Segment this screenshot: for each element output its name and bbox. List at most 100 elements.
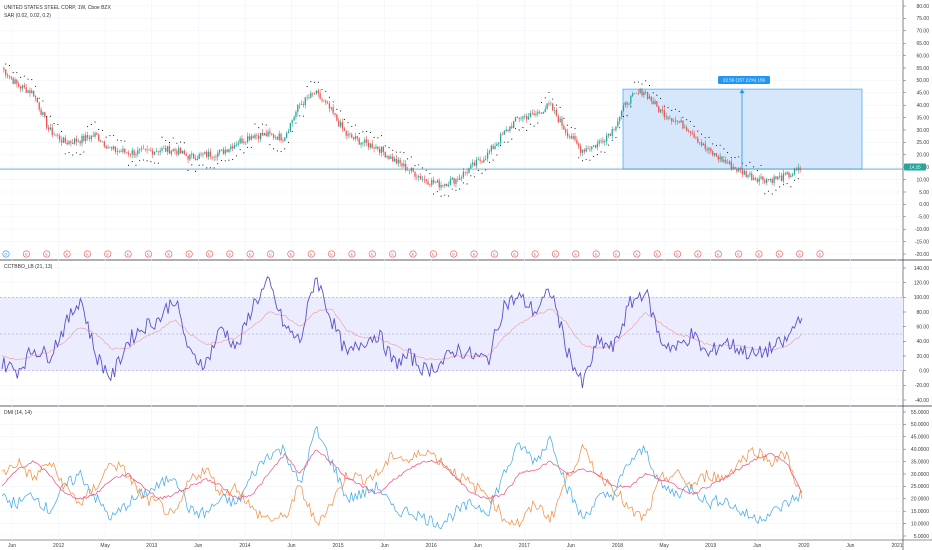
candle-body (120, 151, 122, 152)
event-marker-label: E (25, 252, 28, 257)
candle-body (477, 159, 479, 161)
sar-dot (187, 170, 189, 172)
dmi-title[interactable]: DMI (14, 14) (4, 410, 32, 416)
price-candles[interactable] (3, 66, 801, 191)
sar-dot (366, 130, 368, 133)
candle-body (620, 111, 623, 117)
sar-dot (637, 81, 639, 83)
candle-body (27, 90, 29, 93)
sar-dot (180, 141, 182, 143)
candle-body (756, 179, 758, 182)
sar-dot (105, 136, 107, 138)
candle-body (431, 179, 433, 185)
earnings-marker (450, 250, 458, 258)
candle-body (127, 152, 130, 155)
sar-legend[interactable]: SAR (0.02, 0.02, 0.2) (4, 13, 51, 19)
price-range-measure-box[interactable] (622, 88, 863, 170)
earnings-marker (83, 250, 91, 258)
candle-body (226, 149, 228, 153)
sar-dot (682, 116, 684, 118)
measure-tag[interactable] (718, 76, 770, 84)
candle-body (695, 137, 697, 139)
candle-body (639, 89, 641, 94)
candle-body (271, 133, 273, 135)
candle-body (230, 146, 232, 150)
candle-body (256, 135, 258, 136)
candle-body (31, 90, 33, 94)
candle-body (773, 176, 775, 183)
sar-dot (451, 188, 453, 190)
candle-body (392, 156, 394, 162)
sar-dot (198, 164, 200, 166)
candle-body (272, 134, 275, 138)
dmi-axis[interactable]: 55.0000 50.0000 45.0000 40.0000 35.0000 30.00… (903, 410, 929, 540)
candle-body (680, 120, 682, 123)
candle-body (686, 127, 688, 131)
oscillator-title[interactable]: CCTBBO_LB (21, 13) (4, 264, 53, 270)
candle-body (239, 138, 241, 144)
adx-line (1, 449, 803, 500)
parabolic-sar-dots (5, 63, 799, 197)
candle-body (291, 120, 293, 123)
candle-body (194, 158, 197, 161)
sar-dot (697, 130, 699, 132)
candle-body (743, 171, 745, 175)
sar-dot (403, 152, 405, 154)
candle-body (693, 133, 695, 138)
earnings-marker (124, 250, 132, 258)
candle-body (429, 184, 431, 186)
axis-tick-label: 10.00 (916, 177, 929, 183)
candle-body (382, 146, 385, 152)
candle-body (576, 139, 578, 144)
candle-body (760, 176, 762, 179)
candle-body (51, 127, 53, 136)
candle-body (738, 168, 740, 172)
candle-body (23, 85, 25, 88)
sar-dot (492, 159, 494, 161)
candle-body (343, 128, 345, 131)
sar-dot (645, 80, 647, 82)
axis-tick-label: 50.00 (916, 78, 929, 84)
candle-body (261, 132, 264, 136)
candle-body (630, 95, 632, 104)
candle-body (248, 136, 251, 140)
candle-body (189, 154, 191, 160)
candle-body (451, 177, 453, 180)
candle-body (550, 103, 552, 105)
time-axis-label: 2016 (426, 543, 437, 549)
time-axis[interactable]: Jun 2012 May 2013 Jun 2014 Jun 2015 Jun 2016 Jun 20… (8, 543, 903, 549)
time-axis-label: 2014 (239, 543, 250, 549)
candle-body (38, 102, 40, 110)
sar-dot (634, 81, 636, 83)
time-axis-label: Jun (194, 543, 202, 549)
sar-dot (325, 90, 327, 92)
candle-body (462, 171, 465, 178)
candle-body (8, 76, 11, 77)
candle-body (60, 140, 63, 143)
earnings-marker (612, 250, 620, 258)
sar-dot (526, 129, 528, 131)
sar-dot (340, 110, 342, 112)
sar-dot (760, 164, 762, 166)
candle-body (159, 150, 161, 153)
candle-body (485, 158, 487, 160)
sar-dot (399, 151, 401, 153)
earnings-marker (246, 250, 254, 258)
candle-body (700, 142, 703, 146)
oscillator-axis[interactable]: 140.00 120.00 100.00 80.00 60.00 40.00 20.00 0.… (903, 266, 929, 404)
sar-dot (514, 127, 517, 129)
sar-dot (217, 163, 219, 165)
candle-body (440, 185, 442, 188)
sar-dot (224, 160, 226, 162)
candle-body (302, 104, 305, 106)
candle-body (671, 118, 673, 122)
sar-dot (767, 190, 770, 192)
chart-title[interactable]: UNITED STATES STEEL CORP, 1W, Cboe BZX (4, 5, 111, 11)
candle-body (99, 140, 102, 142)
candle-body (403, 163, 405, 167)
candle-body (142, 148, 145, 150)
event-marker-label: E (493, 252, 496, 257)
